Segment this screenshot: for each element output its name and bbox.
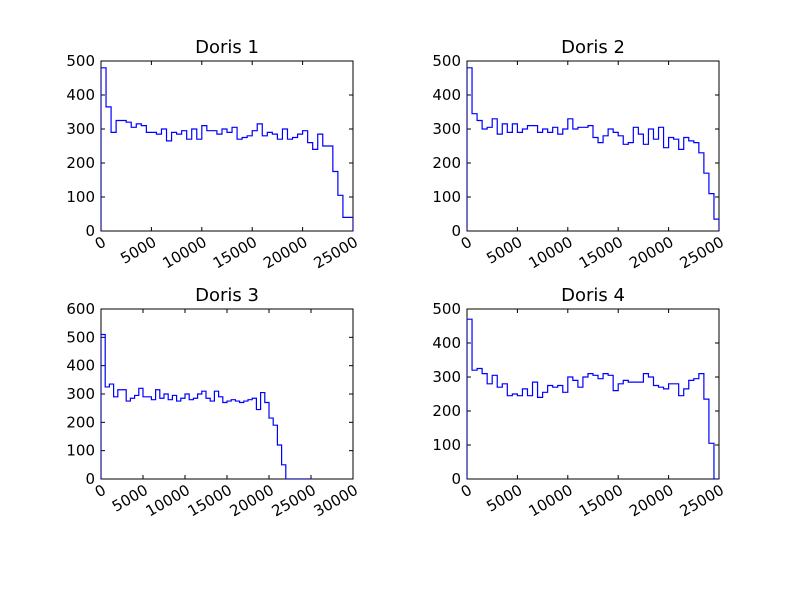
histogram-step-line (101, 67, 353, 231)
subplot-title: Doris 2 (561, 37, 625, 58)
y-tick-label: 500 (66, 328, 95, 346)
y-tick-label: 400 (66, 86, 95, 104)
y-tick-label: 0 (451, 470, 461, 488)
y-tick-label: 200 (66, 413, 95, 431)
y-tick-label: 0 (85, 222, 95, 240)
y-tick-label: 100 (66, 442, 95, 460)
y-tick-label: 0 (85, 470, 95, 488)
y-tick-label: 300 (66, 385, 95, 403)
y-tick-label: 400 (432, 334, 461, 352)
y-tick-label: 500 (432, 300, 461, 318)
y-tick-label: 100 (66, 188, 95, 206)
y-tick-label: 400 (432, 86, 461, 104)
y-tick-label: 500 (432, 52, 461, 70)
y-tick-label: 400 (66, 357, 95, 375)
y-tick-label: 200 (432, 402, 461, 420)
subplot-title: Doris 3 (195, 285, 259, 306)
y-tick-label: 200 (66, 154, 95, 172)
y-tick-label: 300 (66, 120, 95, 138)
subplot-title: Doris 1 (195, 37, 259, 58)
y-tick-label: 100 (432, 188, 461, 206)
y-tick-label: 500 (66, 52, 95, 70)
y-tick-label: 300 (432, 368, 461, 386)
y-tick-label: 0 (451, 222, 461, 240)
subplot-title: Doris 4 (561, 285, 625, 306)
histogram-step-line (467, 318, 719, 479)
y-tick-label: 200 (432, 154, 461, 172)
y-tick-label: 300 (432, 120, 461, 138)
y-tick-label: 600 (66, 300, 95, 318)
y-tick-label: 100 (432, 436, 461, 454)
histogram-step-line (467, 67, 719, 231)
histogram-step-line (101, 333, 311, 479)
